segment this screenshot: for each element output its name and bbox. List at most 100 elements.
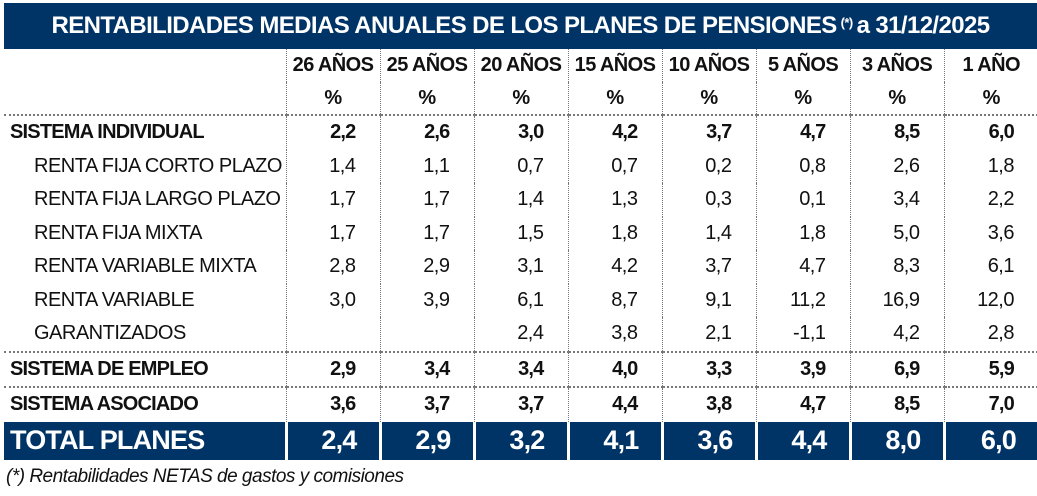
column-unit: % bbox=[473, 82, 568, 116]
column-header: 10 AÑOS bbox=[661, 49, 756, 82]
cell-value: 3,9 bbox=[379, 283, 474, 317]
cell-value: 8,5 bbox=[849, 115, 944, 150]
cell-value: 1,8 bbox=[755, 216, 850, 250]
cell-value bbox=[285, 317, 380, 352]
cell-value: 3,7 bbox=[473, 386, 568, 422]
cell-value: 1,8 bbox=[567, 216, 662, 250]
title-text: RENTABILIDADES MEDIAS ANUALES DE LOS PLA… bbox=[51, 12, 837, 39]
header-blank bbox=[4, 49, 286, 82]
cell-value: 1,7 bbox=[285, 216, 380, 250]
cell-value: 2,2 bbox=[943, 183, 1037, 217]
cell-value: 4,0 bbox=[567, 350, 662, 387]
cell-value: 0,1 bbox=[755, 183, 850, 217]
cell-value: 3,0 bbox=[473, 115, 568, 150]
cell-value: 3,6 bbox=[285, 386, 380, 422]
table-row-garantizados: GARANTIZADOS 2,4 3,8 2,1 -1,1 4,2 2,8 bbox=[4, 317, 1037, 352]
cell-value: 12,0 bbox=[943, 283, 1037, 317]
cell-value: 2,6 bbox=[379, 115, 474, 150]
column-header: 20 AÑOS bbox=[473, 49, 568, 82]
cell-value: 4,2 bbox=[849, 317, 944, 352]
cell-value: 11,2 bbox=[755, 283, 850, 317]
cell-value: 2,8 bbox=[285, 250, 380, 284]
total-value: 2,9 bbox=[378, 421, 474, 460]
cell-value: 8,3 bbox=[849, 250, 944, 284]
cell-value: 2,1 bbox=[661, 317, 756, 352]
cell-value: 3,6 bbox=[943, 216, 1037, 250]
cell-value: 9,1 bbox=[661, 283, 756, 317]
total-value: 4,4 bbox=[754, 421, 850, 460]
column-unit: % bbox=[661, 82, 756, 116]
cell-value: 3,9 bbox=[755, 350, 850, 387]
cell-value: 1,8 bbox=[943, 149, 1037, 183]
cell-value: 8,7 bbox=[567, 283, 662, 317]
row-label: SISTEMA INDIVIDUAL bbox=[10, 121, 205, 144]
total-value: 4,1 bbox=[566, 421, 662, 460]
cell-value: 3,4 bbox=[849, 183, 944, 217]
cell-value: 3,8 bbox=[567, 317, 662, 352]
cell-value: 3,3 bbox=[661, 350, 756, 387]
column-header: 25 AÑOS bbox=[379, 49, 474, 82]
row-label: RENTA VARIABLE bbox=[34, 288, 195, 311]
column-header: 1 AÑO bbox=[943, 49, 1037, 82]
cell-value: 4,4 bbox=[567, 386, 662, 422]
total-value: 8,0 bbox=[848, 421, 944, 460]
footnote: (*) Rentabilidades NETAS de gastos y com… bbox=[6, 466, 404, 487]
total-value: 6,0 bbox=[942, 421, 1037, 460]
cell-value: 4,2 bbox=[567, 250, 662, 284]
cell-value: 4,7 bbox=[755, 115, 850, 150]
cell-value: 3,7 bbox=[661, 250, 756, 284]
cell-value: 0,7 bbox=[567, 149, 662, 183]
row-label: RENTA VARIABLE MIXTA bbox=[34, 255, 257, 278]
cell-value: 1,4 bbox=[285, 149, 380, 183]
cell-value: 3,0 bbox=[285, 283, 380, 317]
table-row-renta-variable-mixta: RENTA VARIABLE MIXTA 2,8 2,9 3,1 4,2 3,7… bbox=[4, 250, 1037, 284]
cell-value: 6,1 bbox=[943, 250, 1037, 284]
cell-value: 2,6 bbox=[849, 149, 944, 183]
cell-value: 4,7 bbox=[755, 386, 850, 422]
cell-value: 5,9 bbox=[943, 350, 1037, 387]
cell-value: 2,9 bbox=[379, 250, 474, 284]
row-label: SISTEMA ASOCIADO bbox=[4, 386, 286, 422]
table-row-renta-fija-corto-plazo: RENTA FIJA CORTO PLAZO 1,4 1,1 0,7 0,7 0… bbox=[4, 149, 1037, 183]
row-label: SISTEMA DE EMPLEO bbox=[4, 350, 286, 387]
cell-value: 2,4 bbox=[473, 317, 568, 352]
total-value: 3,6 bbox=[660, 421, 756, 460]
cell-value: 3,4 bbox=[473, 350, 568, 387]
table-row-renta-fija-mixta: RENTA FIJA MIXTA 1,7 1,7 1,5 1,8 1,4 1,8… bbox=[4, 216, 1037, 250]
cell-value: 16,9 bbox=[849, 283, 944, 317]
cell-value: 4,2 bbox=[567, 115, 662, 150]
column-unit: % bbox=[849, 82, 944, 116]
column-header: 26 AÑOS bbox=[285, 49, 380, 82]
total-value: 2,4 bbox=[284, 421, 380, 460]
row-label: RENTA FIJA LARGO PLAZO bbox=[34, 188, 281, 211]
column-unit: % bbox=[943, 82, 1037, 116]
table-row-sistema-asociado: SISTEMA ASOCIADO 3,6 3,7 3,7 4,4 3,8 4,7… bbox=[4, 386, 1037, 422]
header-blank bbox=[4, 82, 286, 116]
table-row-renta-fija-largo-plazo: RENTA FIJA LARGO PLAZO 1,7 1,7 1,4 1,3 0… bbox=[4, 183, 1037, 217]
cell-value: 1,7 bbox=[379, 216, 474, 250]
cell-value: 7,0 bbox=[943, 386, 1037, 422]
row-label: RENTA FIJA CORTO PLAZO bbox=[34, 154, 282, 177]
cell-value: 3,8 bbox=[661, 386, 756, 422]
column-header: 5 AÑOS bbox=[755, 49, 850, 82]
cell-value: 3,1 bbox=[473, 250, 568, 284]
column-unit: % bbox=[379, 82, 474, 116]
cell-value: 1,3 bbox=[567, 183, 662, 217]
cell-value: 3,7 bbox=[661, 115, 756, 150]
header-row-periods: 26 AÑOS 25 AÑOS 20 AÑOS 15 AÑOS 10 AÑOS … bbox=[4, 49, 1037, 82]
cell-value: 3,4 bbox=[379, 350, 474, 387]
cell-value: 1,7 bbox=[285, 183, 380, 217]
cell-value: 6,1 bbox=[473, 283, 568, 317]
column-unit: % bbox=[285, 82, 380, 116]
row-label: GARANTIZADOS bbox=[34, 322, 186, 345]
cell-value: 1,4 bbox=[661, 216, 756, 250]
title-footnote-mark: (*) bbox=[840, 14, 854, 30]
total-label: TOTAL PLANES bbox=[4, 421, 286, 460]
cell-value: 2,9 bbox=[285, 350, 380, 387]
cell-value: 6,9 bbox=[849, 350, 944, 387]
table-row-renta-variable: RENTA VARIABLE 3,0 3,9 6,1 8,7 9,1 11,2 … bbox=[4, 283, 1037, 317]
column-unit: % bbox=[567, 82, 662, 116]
cell-value: 8,5 bbox=[849, 386, 944, 422]
column-header: 15 AÑOS bbox=[567, 49, 662, 82]
title-date: a 31/12/2025 bbox=[856, 12, 991, 39]
